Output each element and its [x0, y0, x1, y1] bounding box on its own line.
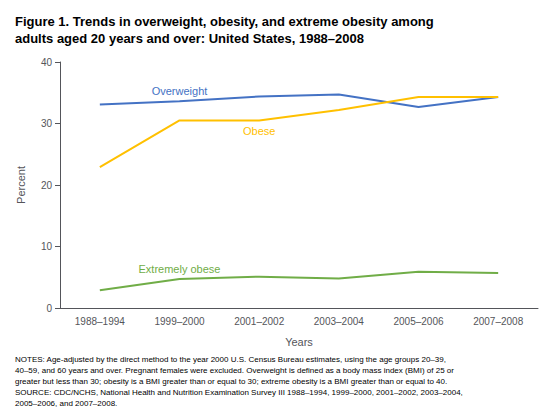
svg-text:Percent: Percent — [15, 166, 27, 204]
svg-text:20: 20 — [41, 180, 53, 191]
svg-text:2005–2006: 2005–2006 — [393, 316, 443, 327]
svg-text:40: 40 — [41, 57, 53, 68]
svg-text:2001–2002: 2001–2002 — [234, 316, 284, 327]
svg-text:1988–1994: 1988–1994 — [75, 316, 125, 327]
svg-text:NOTES: Age-adjusted by the dir: NOTES: Age-adjusted by the direct method… — [15, 355, 446, 364]
svg-text:40–59, and 60 years and over.: 40–59, and 60 years and over. Pregnant f… — [15, 366, 454, 375]
svg-text:30: 30 — [41, 118, 53, 129]
svg-text:Years: Years — [285, 336, 313, 348]
svg-text:10: 10 — [41, 241, 53, 252]
svg-text:Figure 1. Trends in overweight: Figure 1. Trends in overweight, obesity,… — [15, 14, 434, 29]
svg-text:Obese: Obese — [243, 125, 275, 137]
svg-text:greater but less than 30; obes: greater but less than 30; obesity is a B… — [15, 377, 447, 386]
svg-text:1999–2000: 1999–2000 — [154, 316, 204, 327]
svg-text:2005–2006, and 2007–2008.: 2005–2006, and 2007–2008. — [15, 399, 117, 408]
svg-text:Extremely obese: Extremely obese — [139, 263, 221, 275]
svg-text:2003–2004: 2003–2004 — [314, 316, 364, 327]
svg-text:Overweight: Overweight — [152, 85, 208, 97]
svg-text:0: 0 — [46, 303, 52, 314]
svg-text:2007–2008: 2007–2008 — [473, 316, 523, 327]
svg-text:SOURCE: CDC/NCHS, National Hea: SOURCE: CDC/NCHS, National Health and Nu… — [15, 388, 463, 397]
svg-text:adults aged 20 years and over:: adults aged 20 years and over: United St… — [15, 31, 364, 46]
